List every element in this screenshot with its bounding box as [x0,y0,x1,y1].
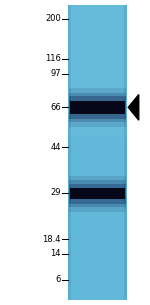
Text: 44: 44 [50,142,61,152]
Bar [68,5,127,300]
Text: 116: 116 [45,54,61,63]
Bar [124,5,127,300]
Polygon shape [128,95,139,120]
Text: 97: 97 [50,69,61,78]
Text: 200: 200 [45,14,61,23]
Bar [69,184,126,204]
Bar [69,93,126,122]
Bar [70,101,125,114]
Text: 18.4: 18.4 [42,235,61,244]
Text: 29: 29 [50,188,61,197]
Bar [70,188,125,199]
Text: 6: 6 [55,275,61,285]
Bar [69,180,126,207]
Bar [69,176,126,212]
Bar [68,5,127,137]
Text: 66: 66 [50,103,61,112]
Text: 14: 14 [50,249,61,258]
Bar [68,5,71,300]
Bar [69,96,126,119]
Bar [69,88,126,127]
